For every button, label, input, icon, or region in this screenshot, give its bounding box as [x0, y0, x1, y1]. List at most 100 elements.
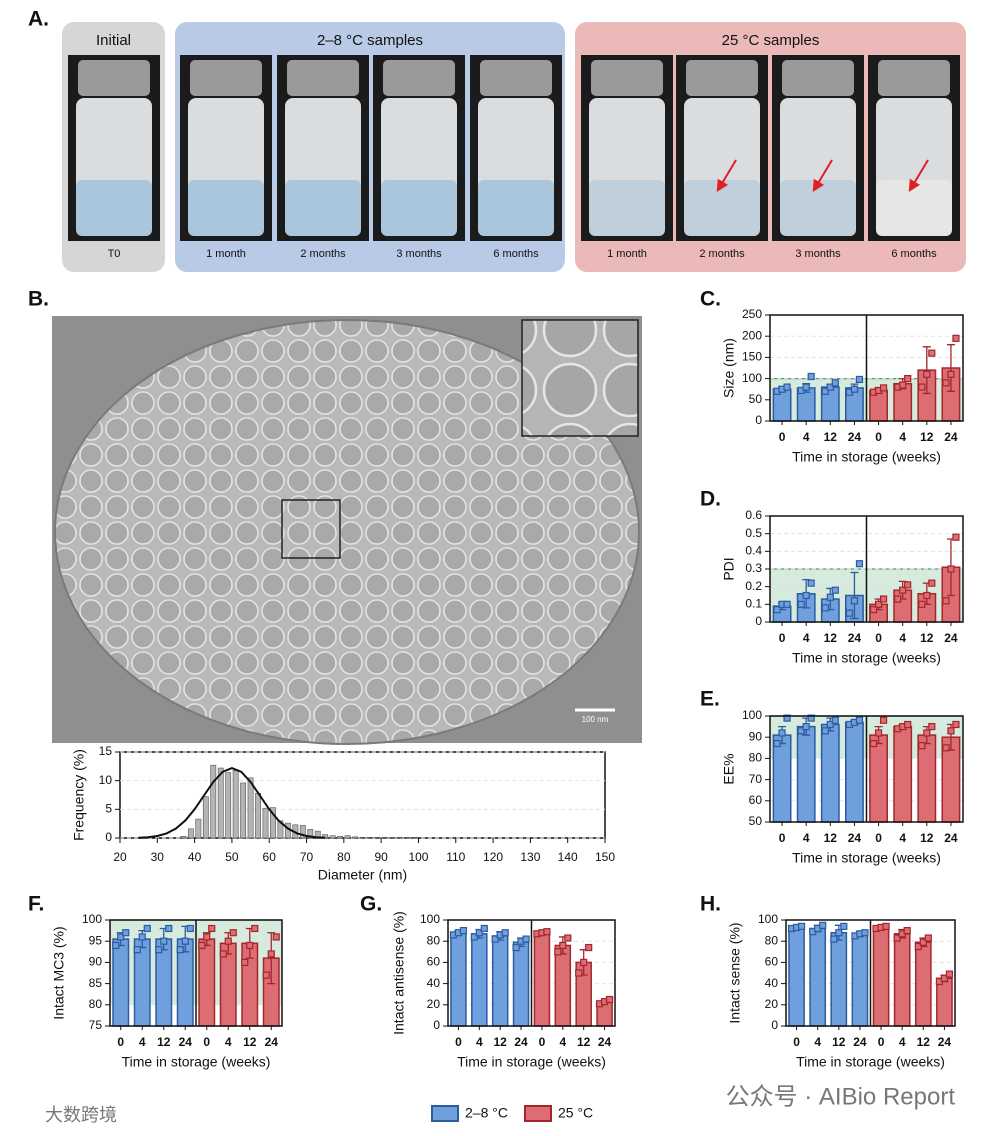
replicate-point	[826, 593, 834, 601]
label: 0	[875, 831, 882, 845]
replicate-point	[831, 586, 839, 594]
replicate-point	[855, 716, 864, 724]
replicate-point	[117, 933, 125, 941]
replicate-point	[554, 948, 562, 956]
error-bar	[267, 932, 276, 985]
replicate-point	[133, 946, 141, 954]
bar	[450, 931, 467, 1027]
label: 2–8 °C	[465, 1105, 508, 1121]
label: 4	[803, 631, 810, 645]
replicate-point	[470, 933, 478, 941]
replicate-point	[165, 924, 173, 933]
label: 250	[742, 307, 762, 321]
label: 200	[742, 328, 762, 342]
label: T0	[108, 248, 121, 260]
label: B.	[28, 288, 49, 311]
vial-liquid	[188, 180, 264, 236]
replicate-point	[522, 935, 530, 943]
replicate-point	[861, 929, 869, 937]
replicate-point	[543, 928, 551, 936]
label: 0	[105, 830, 112, 844]
label: 24	[179, 1035, 193, 1049]
bar	[914, 941, 932, 1027]
label: 12	[920, 631, 934, 645]
label: 24	[265, 1035, 279, 1049]
bar	[845, 721, 864, 823]
replicate-point	[947, 565, 955, 573]
replicate-point	[830, 935, 838, 943]
label: Intact MC3 (%)	[51, 926, 67, 1019]
label: 80	[337, 850, 351, 864]
label: 50	[749, 814, 763, 828]
label: D.	[700, 488, 721, 511]
replicate-point	[914, 942, 922, 951]
label: 75	[89, 1018, 103, 1032]
replicate-point	[176, 946, 184, 954]
replicate-point	[480, 924, 488, 933]
label: 4	[814, 1035, 821, 1049]
replicate-point	[952, 720, 960, 729]
replicate-point	[952, 334, 960, 342]
label: 60	[749, 793, 763, 807]
histogram-bar	[270, 807, 276, 839]
replicate-point	[831, 716, 839, 724]
replicate-point	[899, 381, 907, 389]
replicate-point	[143, 924, 151, 933]
label: 80	[427, 933, 441, 947]
vial-cap	[591, 60, 663, 96]
replicate-point	[918, 600, 926, 608]
replicate-point	[903, 926, 911, 935]
label: 0	[755, 614, 762, 628]
label: 0	[779, 631, 786, 645]
label: 110	[446, 850, 465, 864]
label: PDI	[721, 557, 737, 580]
label: 12	[917, 1035, 931, 1049]
replicate-point	[160, 937, 168, 945]
replicate-point	[894, 595, 902, 603]
bar	[796, 725, 816, 823]
replicate-point	[869, 606, 878, 614]
histogram-bar	[262, 807, 269, 839]
replicate-point	[802, 722, 810, 731]
replicate-point	[940, 974, 949, 982]
replicate-point	[122, 929, 130, 937]
histogram-bar	[411, 837, 418, 839]
label: 85	[89, 976, 103, 990]
replicate-point	[491, 935, 499, 943]
replicate-point	[203, 933, 211, 941]
label: 0	[875, 430, 882, 444]
label: 12	[824, 831, 838, 845]
replicate-point	[899, 586, 907, 594]
label: 0	[539, 1035, 546, 1049]
label: 12	[832, 1035, 846, 1049]
label: 0.1	[745, 597, 762, 611]
label: 100	[742, 708, 762, 722]
replicate-point	[918, 742, 926, 750]
label: 25 °C	[558, 1105, 593, 1121]
error-bar	[922, 346, 931, 395]
label: 6 months	[891, 248, 937, 260]
replicate-point	[797, 922, 806, 930]
label: 12	[577, 1035, 591, 1049]
label: Time in storage (weeks)	[792, 449, 941, 465]
label: Intact sense (%)	[727, 922, 743, 1023]
label: 60	[427, 955, 441, 969]
label: 30	[151, 850, 165, 864]
histogram-bar	[337, 835, 344, 839]
bar	[936, 977, 953, 1027]
replicate-point	[850, 597, 859, 605]
label: 50	[225, 850, 239, 864]
vial-liquid	[684, 180, 760, 236]
label: 100	[758, 912, 778, 926]
replicate-point	[947, 727, 955, 735]
replicate-point	[869, 739, 878, 748]
bar	[830, 931, 848, 1027]
replicate-point	[181, 937, 189, 945]
label: 12	[157, 1035, 171, 1049]
bar	[554, 944, 572, 1027]
bar	[533, 931, 551, 1027]
label: 2–8 °C samples	[317, 32, 423, 49]
label: 4	[139, 1035, 146, 1049]
label: 0.6	[745, 508, 762, 522]
replicate-point	[855, 560, 864, 568]
